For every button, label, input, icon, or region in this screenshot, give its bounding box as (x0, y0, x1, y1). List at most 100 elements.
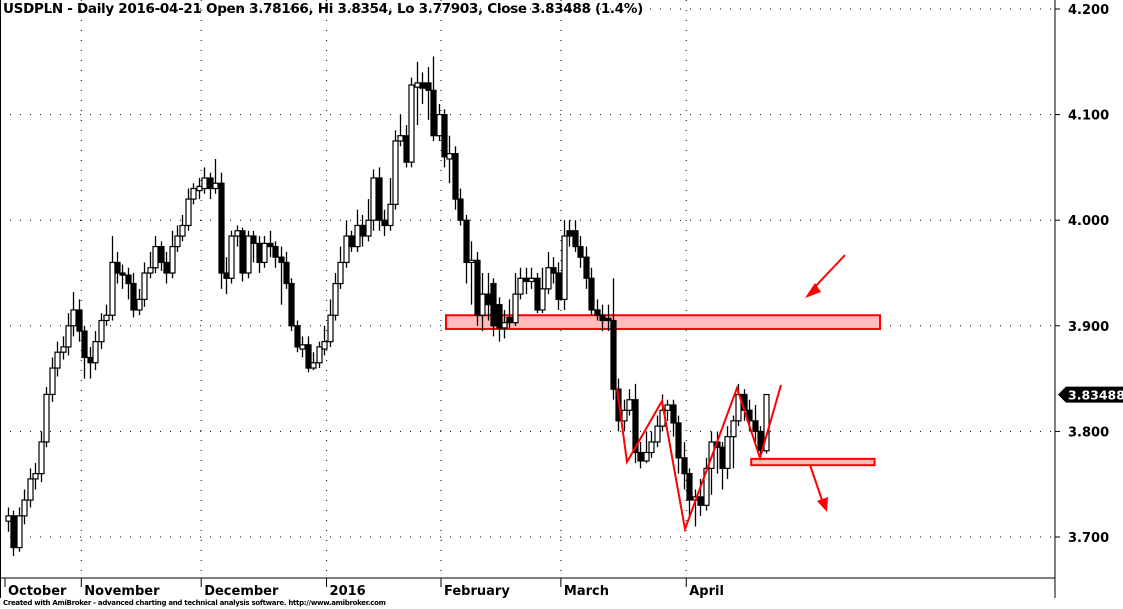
candle-body-down (496, 304, 503, 329)
candle (403, 125, 410, 168)
y-tick-label: 3.900 (1068, 320, 1109, 335)
candle (109, 236, 116, 321)
candle-body-up (196, 185, 203, 192)
candle-body-up (648, 441, 655, 454)
candle (239, 227, 246, 282)
candle-body-down (425, 82, 432, 91)
candle (512, 273, 519, 326)
candle (267, 230, 274, 258)
candle-body-up (327, 314, 334, 343)
candle (588, 267, 595, 316)
candle (294, 320, 301, 353)
candle (425, 67, 432, 120)
candle-body-down (419, 82, 426, 89)
candle-body-down (550, 267, 557, 274)
x-tick-label: April (689, 584, 724, 599)
candle-body-up (70, 309, 77, 327)
candle-body-down (288, 282, 295, 327)
candle (419, 72, 426, 105)
candle (763, 393, 770, 454)
candle (256, 236, 263, 273)
candle (16, 507, 23, 552)
candle (250, 230, 257, 263)
candle (648, 431, 655, 458)
candle-body-down (294, 325, 301, 348)
candles (5, 56, 770, 557)
candle-body-up (212, 182, 219, 190)
candle-body-up (103, 314, 110, 322)
candle (387, 177, 394, 231)
candle-body-up (512, 293, 519, 324)
candle (577, 236, 584, 268)
candle (60, 336, 67, 360)
candle-body-up (479, 293, 486, 316)
candle-body-down (81, 330, 88, 359)
candle (555, 262, 562, 310)
candle-body-up (92, 341, 99, 364)
candle-body-up (528, 277, 535, 283)
candle-body-up (343, 235, 350, 264)
candle (21, 489, 28, 525)
candle-body-down (752, 420, 759, 432)
candle-body-down (675, 422, 682, 459)
candle (376, 167, 383, 231)
candle-body-up (16, 515, 23, 549)
candle-body-up (545, 267, 552, 290)
candle (43, 387, 50, 448)
candle-body-down (348, 235, 355, 248)
candle (179, 214, 186, 242)
candle (501, 309, 508, 339)
candle (10, 510, 17, 557)
candle (463, 214, 470, 284)
candle-body-down (130, 282, 137, 311)
candle (223, 257, 230, 295)
candle-body-up (299, 344, 306, 350)
y-tick-label: 4.200 (1068, 3, 1109, 18)
candle-body-up (626, 399, 633, 411)
candle (327, 299, 334, 347)
candle-body-up (179, 224, 186, 237)
footer-credit: Created with AmiBroker - advanced charti… (3, 599, 386, 607)
candle (158, 241, 165, 271)
candle (65, 313, 72, 356)
candle-body-up (147, 267, 154, 274)
candle-body-down (463, 219, 470, 264)
candle (452, 146, 459, 210)
candle-body-up (517, 277, 524, 295)
candle-body-up (414, 82, 421, 88)
candle-body-down (376, 177, 383, 221)
candle-body-up (392, 140, 399, 205)
candle (201, 167, 208, 194)
candle (583, 246, 590, 289)
candle-body-down (452, 153, 459, 200)
candle-body-up (141, 272, 148, 300)
candle-body-up (354, 224, 361, 248)
candle-body-up (370, 177, 377, 221)
candle (517, 267, 524, 300)
candle-body-up (468, 259, 475, 264)
candle-body-up (5, 515, 12, 522)
candle-body-up (387, 203, 394, 227)
candle-body-down (577, 246, 584, 258)
candle (490, 278, 497, 337)
candle (654, 415, 661, 448)
x-tick-label: February (444, 584, 510, 599)
candle-body-down (757, 430, 764, 452)
candle-body-up (561, 235, 568, 300)
candle (485, 273, 492, 321)
candle (430, 56, 437, 141)
candle (359, 214, 366, 247)
candle-body-down (610, 319, 617, 390)
candle-body-up (43, 393, 50, 443)
candle (316, 341, 323, 369)
candle (185, 188, 192, 231)
y-tick-label: 3.700 (1068, 531, 1109, 546)
candle (130, 273, 137, 318)
candle (27, 468, 34, 508)
candle (632, 383, 639, 464)
arrow-line (811, 254, 846, 291)
candle (228, 230, 235, 284)
support-zone (445, 314, 881, 330)
candle-body-down (474, 259, 481, 316)
